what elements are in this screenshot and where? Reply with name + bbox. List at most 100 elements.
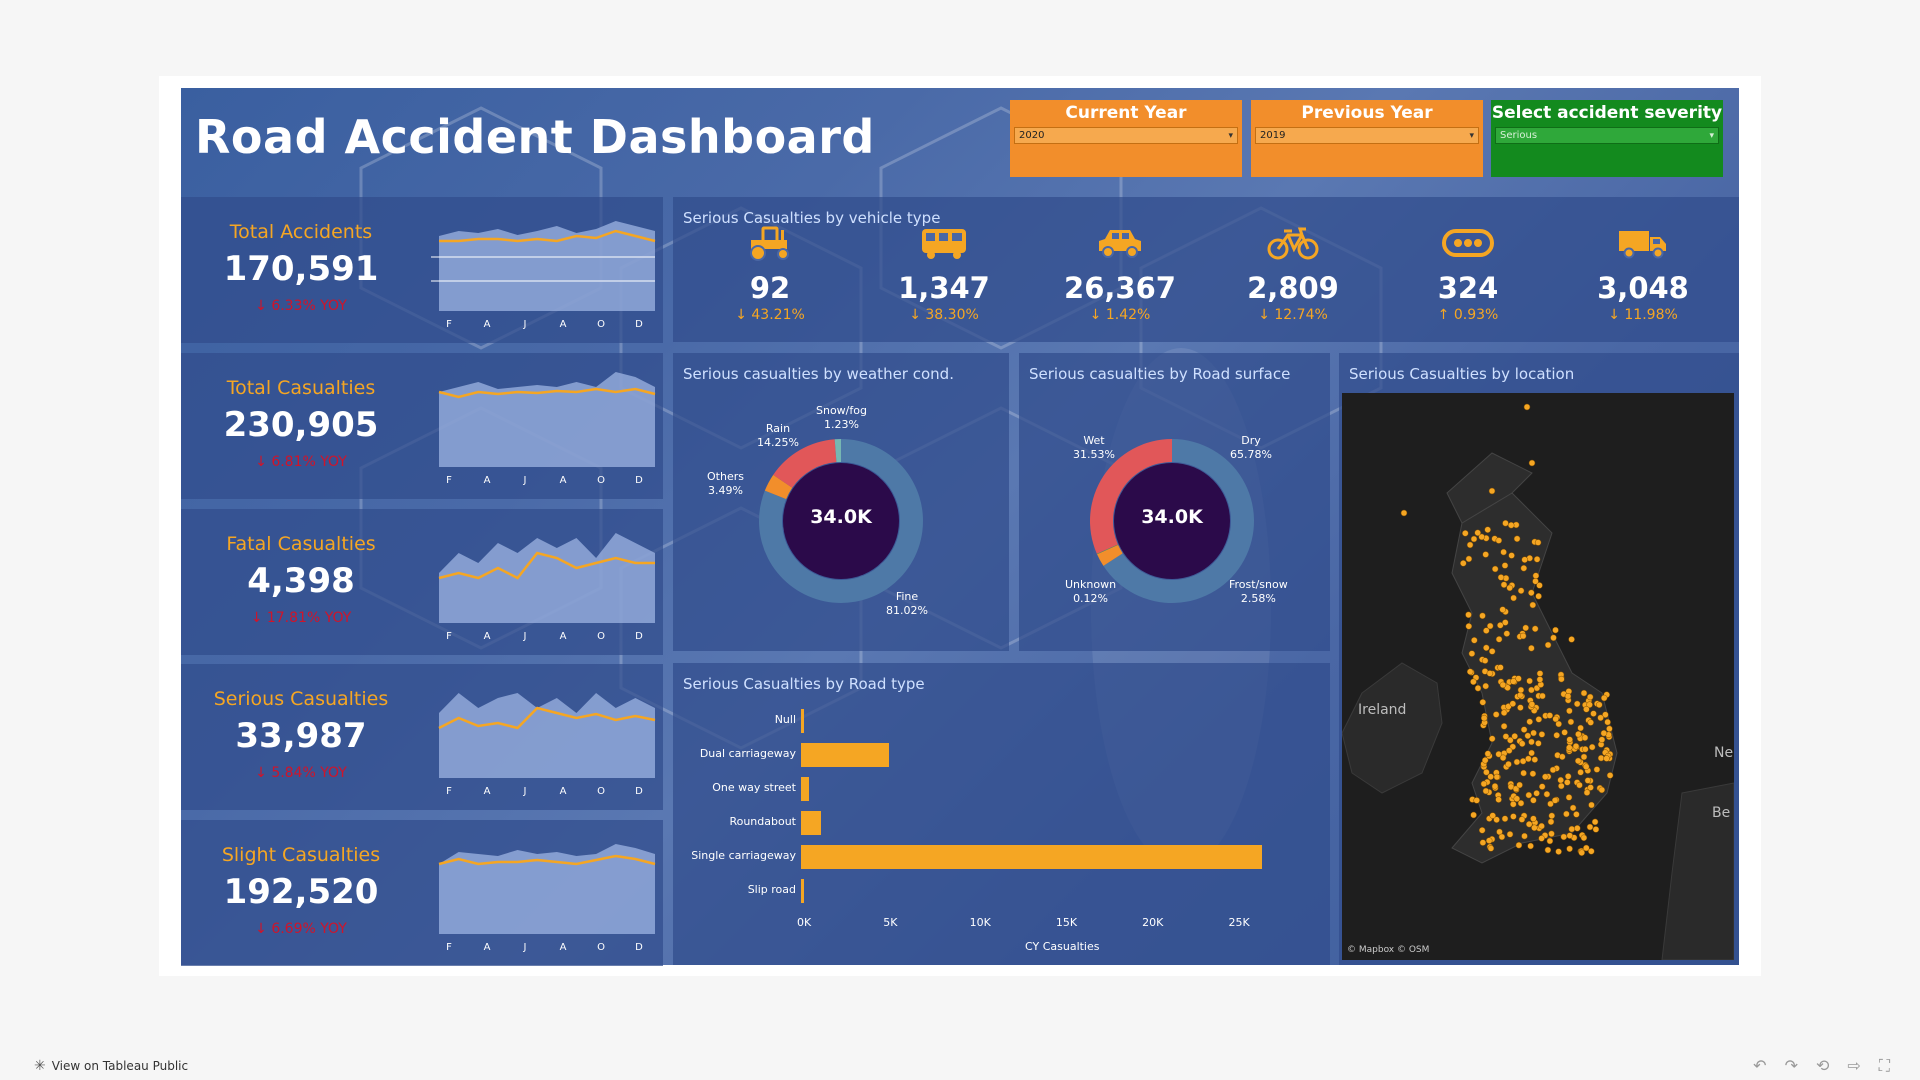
map-point <box>1482 682 1489 690</box>
map-point <box>1547 818 1555 826</box>
map-point <box>1465 611 1472 619</box>
map-point <box>1535 740 1542 747</box>
road-type-bar-chart[interactable]: Null Dual carriageway One way street Rounda… <box>673 663 1330 965</box>
map-point <box>1544 641 1552 649</box>
map-point <box>1495 750 1502 758</box>
bar-one-way-street[interactable] <box>801 777 809 801</box>
map-point <box>1471 637 1478 644</box>
bar-roundabout[interactable] <box>801 811 821 835</box>
map-point <box>1573 811 1580 818</box>
kpi-name: Serious Casualties <box>213 688 389 710</box>
map-point <box>1528 749 1535 757</box>
map-point <box>1500 709 1508 716</box>
vehicle-van[interactable]: 3,048 ↓ 11.98% <box>1578 221 1708 323</box>
surface-donut-chart[interactable] <box>1019 353 1330 651</box>
map-canvas <box>1342 393 1734 960</box>
sparkline-month-label: J <box>523 475 527 486</box>
map-point <box>1598 786 1606 794</box>
severity-dropdown[interactable]: Serious ▾ <box>1495 127 1719 144</box>
map-point <box>1487 845 1495 852</box>
map-point <box>1536 582 1543 589</box>
map-point <box>1577 769 1584 776</box>
share-icon[interactable]: ⇨ <box>1847 1056 1861 1075</box>
map-point <box>1479 839 1487 846</box>
map-point <box>1559 753 1566 761</box>
current-year-dropdown[interactable]: 2020 ▾ <box>1014 127 1238 144</box>
vehicle-car[interactable]: 26,367 ↓ 1.42% <box>1055 221 1185 323</box>
map-point <box>1565 794 1573 801</box>
map-point <box>1538 783 1546 790</box>
map-point <box>1527 842 1534 850</box>
redo-icon[interactable]: ↷ <box>1784 1056 1798 1075</box>
map-point <box>1483 768 1490 776</box>
map-point <box>1466 541 1474 549</box>
map-point <box>1561 729 1568 736</box>
sparkline-month-label: A <box>560 475 567 486</box>
sparkline-line <box>438 854 656 866</box>
map-point <box>1596 701 1603 709</box>
panel-title: Serious Casualties by Road type <box>683 675 925 693</box>
map-point <box>1500 581 1508 588</box>
fullscreen-icon[interactable]: ⛶ <box>1878 1056 1890 1075</box>
vehicle-other[interactable]: 324 ↑ 0.93% <box>1403 221 1533 323</box>
map-point <box>1552 626 1559 634</box>
map-point <box>1528 686 1535 694</box>
vehicle-bicycle[interactable]: 2,809 ↓ 12.74% <box>1228 221 1358 323</box>
vehicle-value: 1,347 <box>898 271 990 305</box>
map-point <box>1474 684 1482 692</box>
map-point <box>1510 800 1517 808</box>
view-on-tableau-link[interactable]: ✳ View on Tableau Public <box>34 1058 188 1074</box>
map-point <box>1521 556 1528 563</box>
weather-donut-chart[interactable] <box>673 353 1009 651</box>
vehicle-bus[interactable]: 1,347 ↓ 38.30% <box>879 221 1009 323</box>
bar-category-label: Dual carriageway <box>699 747 796 760</box>
map-point <box>1580 753 1588 761</box>
tableau-logo-icon: ✳ <box>34 1058 46 1074</box>
undo-icon[interactable]: ↶ <box>1753 1056 1767 1075</box>
sparkline-month-label: A <box>484 475 491 486</box>
map-point <box>1530 815 1537 822</box>
vehicle-tractor[interactable]: 92 ↓ 43.21% <box>705 221 835 323</box>
map-point <box>1462 530 1469 537</box>
map-point <box>1499 754 1507 762</box>
bar-slip-road[interactable] <box>801 879 805 903</box>
bar-single-carriageway[interactable] <box>801 845 1262 869</box>
map-point <box>1575 730 1582 738</box>
map-point <box>1482 551 1489 558</box>
bar-dual-carriageway[interactable] <box>801 743 890 767</box>
map-point <box>1551 797 1559 804</box>
map-point <box>1460 560 1467 567</box>
map-point <box>1502 733 1510 740</box>
map-point <box>1586 823 1594 831</box>
map-point <box>1499 606 1506 613</box>
filter-accident-severity[interactable]: Select accident severity Serious ▾ <box>1491 100 1723 177</box>
map-point <box>1544 846 1552 854</box>
dropdown-value: 2019 <box>1260 130 1286 141</box>
revert-icon[interactable]: ⟲ <box>1815 1056 1830 1075</box>
previous-year-dropdown[interactable]: 2019 ▾ <box>1255 127 1479 144</box>
map-point <box>1468 650 1476 657</box>
map-point <box>1566 845 1573 853</box>
filter-current-year[interactable]: Current Year 2020 ▾ <box>1010 100 1242 177</box>
map-point <box>1568 636 1575 643</box>
map-point <box>1528 589 1535 597</box>
map-point <box>1564 773 1572 780</box>
map-attribution[interactable]: © Mapbox © OSM <box>1347 945 1430 955</box>
map-point <box>1488 735 1496 742</box>
bar-null[interactable] <box>801 709 804 733</box>
map-point <box>1501 562 1509 569</box>
map-point <box>1483 644 1490 652</box>
map-point <box>1602 711 1609 718</box>
vehicle-yoy: ↓ 12.74% <box>1258 307 1328 323</box>
location-map[interactable]: Ireland Ne Be © Mapbox © OSM <box>1342 393 1734 960</box>
map-label-ireland: Ireland <box>1358 702 1407 718</box>
map-point <box>1515 841 1523 849</box>
map-point <box>1538 822 1545 830</box>
map-point <box>1566 832 1574 839</box>
filter-previous-year[interactable]: Previous Year 2019 ▾ <box>1251 100 1483 177</box>
